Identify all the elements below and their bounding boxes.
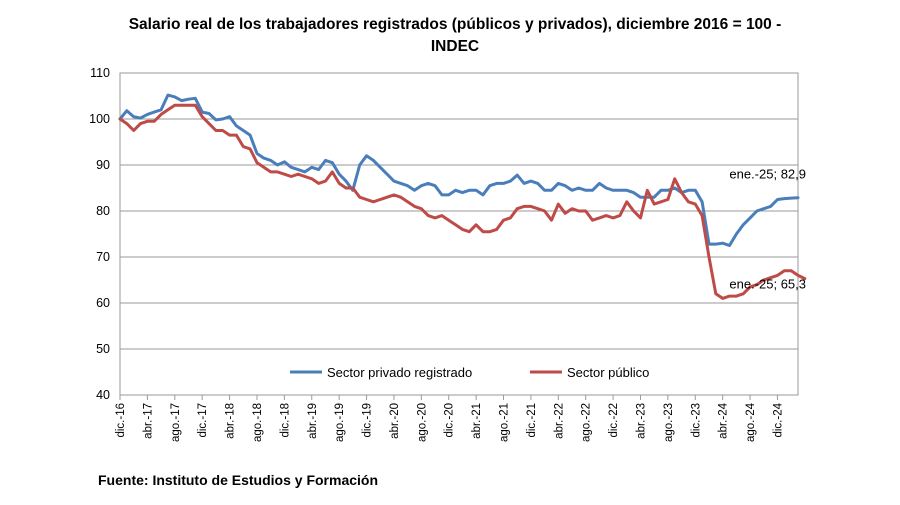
x-tick-label: dic.-21 [526,403,538,438]
x-tick-label: dic.-23 [690,403,702,438]
series-line-publico [118,103,807,300]
x-tick-label: abr.-21 [471,403,483,439]
x-tick-label: ago.-18 [252,403,264,442]
legend-label: Sector privado registrado [327,365,472,380]
annotations: ene.-25; 82,9 ene.-25; 65,3 [729,167,806,292]
y-tick-label: 100 [89,112,110,126]
series-lines [118,93,807,300]
x-tick-label: dic.-19 [362,403,374,438]
x-tick-label: abr.-24 [718,402,730,438]
x-tick-label: ago.-21 [499,403,511,442]
x-tick-label: abr.-22 [553,403,565,439]
y-tick-label: 50 [96,342,110,356]
x-tick-label: abr.-23 [635,403,647,439]
x-tick-label: ago.-24 [745,402,757,442]
x-tick-label: abr.-18 [225,403,237,439]
x-tick-label: dic.-17 [197,403,209,438]
gridlines [120,72,798,396]
annotation-publico: ene.-25; 65,3 [729,277,806,292]
series-line-privado [118,93,800,247]
legend: Sector privado registrado Sector público [290,365,649,380]
y-tick-label: 60 [96,296,110,310]
x-tick-label: dic.-18 [279,403,291,438]
x-tick-label: ago.-22 [581,403,593,442]
x-tick-label: ago.-23 [663,403,675,442]
x-tick-label: dic.-22 [608,403,620,438]
y-tick-label: 40 [96,388,110,402]
source-note: Fuente: Instituto de Estudios y Formació… [98,472,379,488]
x-tick-label: dic.-20 [444,403,456,438]
annotation-privado: ene.-25; 82,9 [729,167,806,182]
x-tick-label: ago.-19 [334,403,346,442]
chart-title: Salario real de los trabajadores registr… [128,16,782,55]
y-tick-label: 110 [90,66,110,80]
y-tick-label: 90 [96,158,110,172]
x-tick-label: dic.-16 [115,403,127,438]
x-tick-label: abr.-20 [389,403,401,439]
x-tick-label: dic.-24 [772,402,784,437]
y-tick-label: 70 [96,250,110,264]
axes: 40 50 60 70 80 90 100 110 dic.-16 abr.-17 ago.-17 d… [89,66,799,442]
x-tick-label: ago.-17 [170,403,182,442]
y-tick-label: 80 [96,204,110,218]
legend-label: Sector público [567,365,649,380]
x-tick-label: abr.-17 [142,403,154,439]
x-tick-label: ago.-20 [416,403,428,442]
plot-area-border [119,72,799,396]
x-tick-label: abr.-19 [307,403,319,439]
